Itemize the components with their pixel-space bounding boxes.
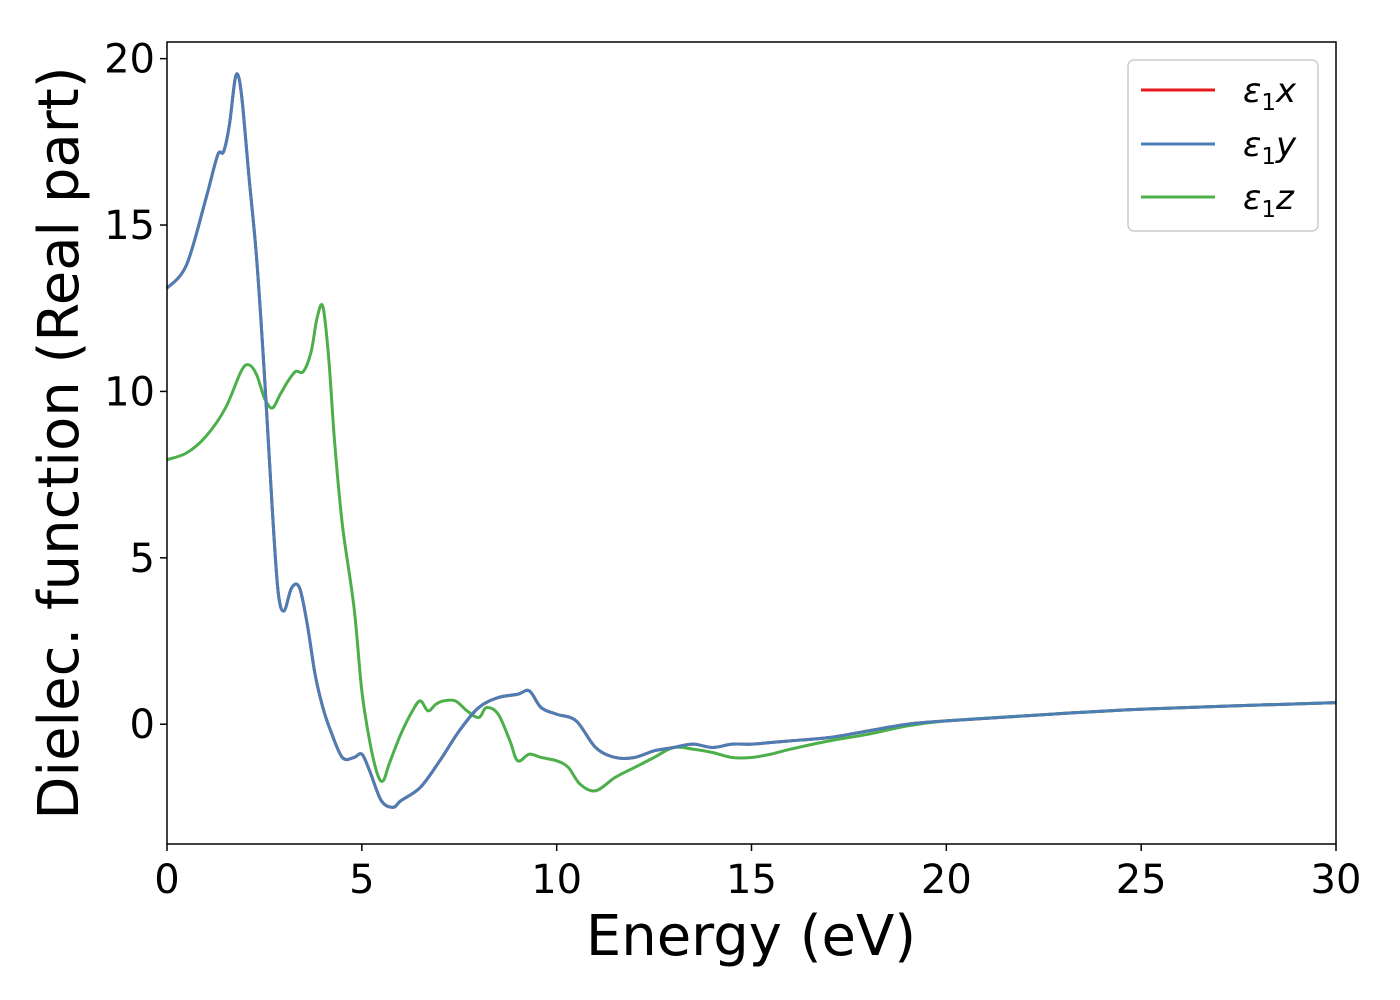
series-layer <box>165 72 1337 809</box>
y-tick-label: 5 <box>130 536 155 582</box>
y-tick-label: 10 <box>104 369 155 415</box>
y-tick-label: 15 <box>104 203 155 249</box>
x-tick-label: 30 <box>1311 857 1362 903</box>
legend-entry-x: ε1x <box>1141 71 1297 116</box>
x-tick-label: 0 <box>154 857 179 903</box>
x-tick-label: 10 <box>531 857 582 903</box>
x-tick-label: 5 <box>349 857 374 903</box>
y-axis-label: Dielec. function (Real part) <box>27 66 92 819</box>
legend-entry-y: ε1y <box>1141 125 1297 170</box>
y-tick-label: 20 <box>104 37 155 83</box>
x-axis-ticks: 0 5 10 15 20 25 30 <box>154 844 1361 903</box>
legend-entry-z: ε1z <box>1141 178 1295 223</box>
y-axis-ticks: 0 5 10 15 20 <box>104 37 167 748</box>
y-tick-label: 0 <box>130 702 155 748</box>
series-line-z <box>166 303 1337 793</box>
x-tick-label: 15 <box>726 857 777 903</box>
legend-label-z: ε1z <box>1243 178 1295 223</box>
series-line-y <box>165 72 1337 809</box>
legend-box <box>1127 59 1319 232</box>
x-tick-label: 20 <box>921 857 972 903</box>
legend: ε1x ε1y ε1z <box>1127 59 1319 232</box>
x-tick-label: 25 <box>1116 857 1167 903</box>
legend-label-y: ε1y <box>1243 125 1297 170</box>
legend-label-x: ε1x <box>1243 71 1297 116</box>
x-axis-label: Energy (eV) <box>586 904 916 969</box>
